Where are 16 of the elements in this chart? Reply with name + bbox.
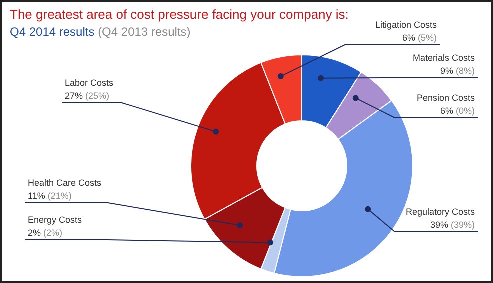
data-label: 27% (25%) — [65, 91, 110, 101]
chart-title: The greatest area of cost pressure facing your company is: — [10, 7, 349, 22]
data-label: 6% (0%) — [440, 106, 475, 116]
data-label: 2% (2%) — [28, 228, 63, 238]
slice-label: Regulatory Costs — [406, 207, 476, 217]
slice-label: Health Care Costs — [28, 178, 102, 188]
slice-label: Materials Costs — [412, 53, 476, 63]
slice-label: Pension Costs — [416, 93, 476, 103]
data-label: 6% (5%) — [402, 33, 437, 43]
data-label: 9% (8%) — [440, 66, 475, 76]
data-label: 11% (21%) — [28, 191, 72, 201]
chart-subtitle: Q4 2014 results (Q4 2013 results) — [10, 25, 191, 39]
slice-label: Litigation Costs — [375, 20, 438, 30]
slice-label: Labor Costs — [65, 78, 114, 88]
data-label: 39% (39%) — [430, 220, 475, 230]
slice-label: Energy Costs — [28, 215, 83, 225]
